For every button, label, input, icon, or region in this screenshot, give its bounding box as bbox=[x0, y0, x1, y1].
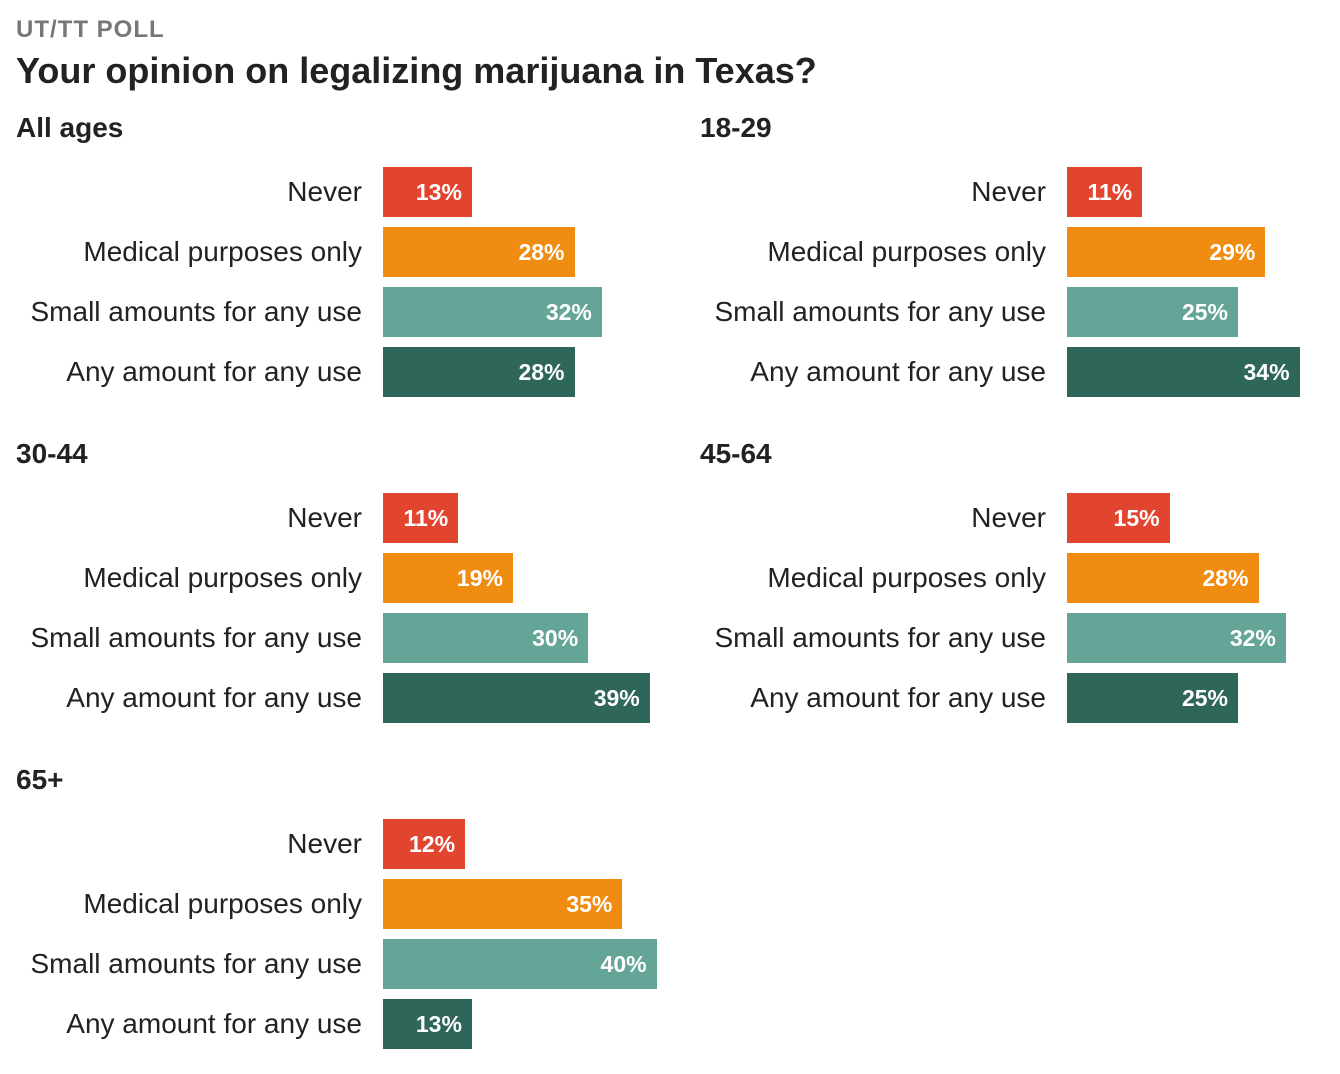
bar: 11% bbox=[1067, 167, 1143, 217]
category-label: Never bbox=[971, 176, 1046, 207]
bar-row: Small amounts for any use 32% bbox=[700, 613, 1340, 663]
bar-row: Never 12% bbox=[16, 819, 656, 869]
bar-row: Any amount for any use 34% bbox=[700, 347, 1340, 397]
bar: 13% bbox=[383, 999, 472, 1049]
panel-title: 45-64 bbox=[700, 438, 772, 469]
bar-row: Any amount for any use 39% bbox=[16, 673, 656, 723]
bar: 29% bbox=[1067, 227, 1266, 277]
panel-title: 65+ bbox=[16, 764, 64, 795]
panel-title: 30-44 bbox=[16, 438, 88, 469]
chart-panel: 45-64 Never 15% Medical purposes only 28% Sma… bbox=[700, 438, 1340, 748]
bar-value-label: 32% bbox=[1229, 625, 1276, 651]
bar: 34% bbox=[1067, 347, 1300, 397]
bar: 39% bbox=[383, 673, 650, 723]
bar: 28% bbox=[383, 347, 575, 397]
chart-panel: All ages Never 13% Medical purposes only 28%… bbox=[16, 112, 656, 422]
category-label: Never bbox=[287, 828, 362, 859]
chart-panel: 65+ Never 12% Medical purposes only 35% Small… bbox=[16, 764, 657, 1074]
category-label: Any amount for any use bbox=[66, 682, 362, 713]
bar-row: Any amount for any use 25% bbox=[700, 673, 1340, 723]
chart-panel: 30-44 Never 11% Medical purposes only 19% Sma… bbox=[16, 438, 656, 748]
category-label: Medical purposes only bbox=[83, 236, 362, 267]
category-label: Any amount for any use bbox=[66, 1008, 362, 1039]
bar: 35% bbox=[383, 879, 623, 929]
panel-title: All ages bbox=[16, 112, 124, 143]
chart-kicker: UT/TT POLL bbox=[16, 16, 165, 43]
category-label: Small amounts for any use bbox=[30, 948, 363, 979]
bar-value-label: 28% bbox=[1202, 565, 1249, 591]
bar-value-label: 15% bbox=[1113, 505, 1160, 531]
bar-value-label: 19% bbox=[456, 565, 503, 591]
category-label: Any amount for any use bbox=[750, 682, 1046, 713]
category-label: Small amounts for any use bbox=[714, 296, 1047, 327]
bar-row: Medical purposes only 28% bbox=[700, 553, 1340, 603]
bar-row: Medical purposes only 19% bbox=[16, 553, 656, 603]
bar: 25% bbox=[1067, 673, 1238, 723]
category-label: Never bbox=[287, 502, 362, 533]
bar-value-label: 39% bbox=[593, 685, 640, 711]
bar-row: Small amounts for any use 25% bbox=[700, 287, 1340, 337]
bar-value-label: 40% bbox=[600, 951, 647, 977]
bar-row: Any amount for any use 13% bbox=[16, 999, 656, 1049]
bar-value-label: 30% bbox=[532, 625, 579, 651]
bar-value-label: 12% bbox=[409, 831, 456, 857]
category-label: Medical purposes only bbox=[83, 888, 362, 919]
category-label: Any amount for any use bbox=[66, 356, 362, 387]
bar-row: Never 13% bbox=[16, 167, 656, 217]
bar: 19% bbox=[383, 553, 513, 603]
bar: 28% bbox=[383, 227, 575, 277]
panel-title: 18-29 bbox=[700, 112, 772, 143]
bar-value-label: 25% bbox=[1181, 685, 1228, 711]
bar-value-label: 32% bbox=[545, 299, 592, 325]
bar-value-label: 11% bbox=[1087, 179, 1133, 205]
bar: 13% bbox=[383, 167, 472, 217]
bar: 25% bbox=[1067, 287, 1238, 337]
category-label: Any amount for any use bbox=[750, 356, 1046, 387]
category-label: Small amounts for any use bbox=[30, 622, 363, 653]
category-label: Medical purposes only bbox=[767, 562, 1046, 593]
category-label: Medical purposes only bbox=[83, 562, 362, 593]
category-label: Small amounts for any use bbox=[30, 296, 363, 327]
bar: 28% bbox=[1067, 553, 1259, 603]
bar-row: Any amount for any use 28% bbox=[16, 347, 656, 397]
bar-row: Never 15% bbox=[700, 493, 1340, 543]
bar-value-label: 13% bbox=[415, 1011, 462, 1037]
bar-row: Small amounts for any use 32% bbox=[16, 287, 656, 337]
bar-value-label: 13% bbox=[415, 179, 462, 205]
bar: 15% bbox=[1067, 493, 1170, 543]
category-label: Medical purposes only bbox=[767, 236, 1046, 267]
category-label: Small amounts for any use bbox=[714, 622, 1047, 653]
bar-value-label: 29% bbox=[1209, 239, 1256, 265]
chart-panel: 18-29 Never 11% Medical purposes only 29% Sma… bbox=[700, 112, 1340, 422]
bar-value-label: 11% bbox=[403, 505, 449, 531]
bar: 11% bbox=[383, 493, 459, 543]
bar-row: Medical purposes only 29% bbox=[700, 227, 1340, 277]
bar-value-label: 35% bbox=[566, 891, 613, 917]
bar-value-label: 34% bbox=[1243, 359, 1290, 385]
bar-value-label: 28% bbox=[518, 239, 565, 265]
bar-row: Small amounts for any use 40% bbox=[16, 939, 657, 989]
category-label: Never bbox=[971, 502, 1046, 533]
bar: 32% bbox=[383, 287, 602, 337]
bar-value-label: 28% bbox=[518, 359, 565, 385]
bar-row: Medical purposes only 35% bbox=[16, 879, 656, 929]
bar: 30% bbox=[383, 613, 589, 663]
bar-value-label: 25% bbox=[1181, 299, 1228, 325]
chart-title: Your opinion on legalizing marijuana in … bbox=[16, 50, 817, 91]
bar-row: Medical purposes only 28% bbox=[16, 227, 656, 277]
bar-row: Never 11% bbox=[700, 167, 1340, 217]
category-label: Never bbox=[287, 176, 362, 207]
bar-row: Small amounts for any use 30% bbox=[16, 613, 656, 663]
bar: 40% bbox=[383, 939, 657, 989]
bar: 32% bbox=[1067, 613, 1286, 663]
bar-row: Never 11% bbox=[16, 493, 656, 543]
bar: 12% bbox=[383, 819, 466, 869]
